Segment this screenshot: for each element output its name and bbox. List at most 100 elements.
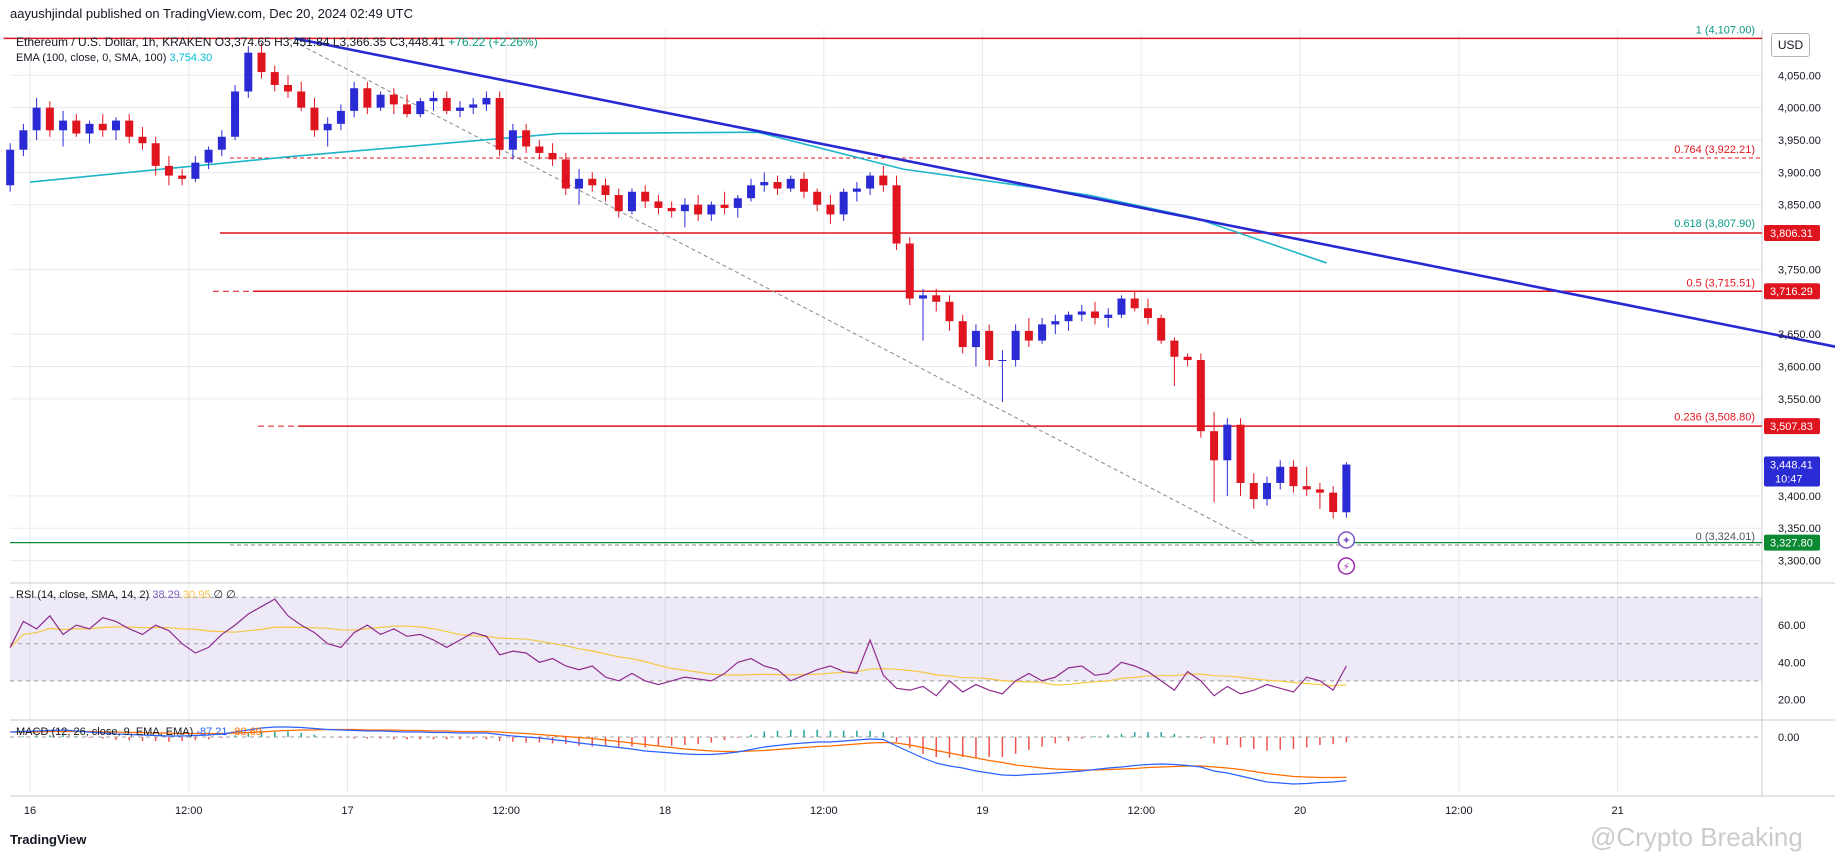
tradingview-logo: TradingView [10,832,86,847]
candle-body [416,101,425,115]
time-tick-label: 17 [341,805,353,817]
time-tick-label: 21 [1611,805,1623,817]
candle-body [1342,464,1351,513]
price-tick-label: 3,600.00 [1778,361,1821,373]
price-change: +76.22 (+2.26%) [448,35,538,49]
candle-body [826,204,835,215]
macd-legend: MACD (12, 26, close, 9, EMA, EMA) -87.21… [16,726,262,738]
candle-body [561,159,570,189]
fib-label: 0.618 (3,807.90) [1674,218,1755,230]
candle-body [799,178,808,192]
price-badge-label: 3,716.29 [1770,286,1813,298]
candle-body [482,97,491,105]
candle-body [244,52,253,92]
rsi-band [10,597,1762,681]
fib-label: 1 (4,107.00) [1696,24,1755,36]
symbol-legend: Ethereum / U.S. Dollar, 1h, KRAKEN O3,37… [16,35,538,49]
lightning-icon [1337,557,1356,575]
macd-line [10,726,1347,785]
candle-body [627,191,636,212]
candle-body [879,175,888,186]
candle-body [614,195,623,212]
candle-body [350,88,359,111]
price-badge [1764,456,1820,487]
candle-body [231,91,240,137]
candle-body [1011,330,1020,360]
candle-body [892,185,901,244]
ema-label: EMA (100, close, 0, SMA, 100) [16,52,167,64]
plus-circle-icon [1337,531,1356,549]
candle-body [98,123,107,131]
candle-body [1143,308,1152,318]
macd-signal-value: -80.69 [230,726,262,738]
brand-text: TradingView [10,832,87,847]
candle-body [1091,311,1100,318]
fib-label: 0.764 (3,922.21) [1674,144,1755,156]
candle-body [323,123,332,131]
candle-body [707,204,716,215]
ema-legend: EMA (100, close, 0, SMA, 100) 3,754.30 [16,52,212,64]
candle-body [1329,492,1338,513]
candle-body [1249,482,1258,500]
candle-body [866,175,875,189]
rsi-legend: RSI (14, close, SMA, 14, 2) 38.29 30.95 … [16,588,236,601]
candle-body [1196,360,1205,432]
price-tick-label: 4,050.00 [1778,70,1821,82]
price-badge-label: 3,448.41 [1770,460,1813,472]
candle-body [575,178,584,189]
price-tick-label: 3,850.00 [1778,200,1821,212]
candle-body [45,107,54,131]
candle-body [1210,431,1219,461]
candle-body [852,188,861,192]
macd-tick-label: 0.00 [1778,732,1799,744]
macd-label: MACD (12, 26, close, 9, EMA, EMA) [16,726,194,738]
ema-line [29,131,1327,264]
candle-body [1289,466,1298,487]
rsi-tick-label: 40.00 [1778,657,1806,669]
candle-body [588,178,597,186]
price-tick-label: 3,750.00 [1778,264,1821,276]
candle-body [667,207,676,212]
candle-body [1223,424,1232,461]
price-tick-label: 3,300.00 [1778,556,1821,568]
rsi-tick-label: 20.00 [1778,694,1806,706]
candle-body [138,136,147,144]
candle-body [469,104,478,108]
rsi-tick-label: 60.00 [1778,620,1806,632]
candle-body [310,107,319,131]
candle-body [257,52,266,73]
candle-body [945,301,954,322]
candle-body [151,143,160,166]
price-tick-label: 3,350.00 [1778,523,1821,535]
candle-body [694,204,703,215]
candle-body [786,178,795,189]
time-tick-label: 12:00 [810,805,838,817]
candle-body [535,146,544,153]
price-tick-label: 3,400.00 [1778,491,1821,503]
time-tick-label: 12:00 [1128,805,1156,817]
rsi-line [9,598,1347,697]
price-tick-label: 3,950.00 [1778,135,1821,147]
time-tick-label: 18 [659,805,671,817]
candle-body [191,162,200,179]
candle-body [932,295,941,302]
fib-label: 0.5 (3,715.51) [1687,278,1756,290]
candle-body [85,123,94,134]
candle-body [760,182,769,186]
candle-body [601,185,610,195]
candle-body [773,182,782,189]
candle-body [680,204,689,212]
ohlc-values: O3,374.65 H3,451.84 L3,366.35 C3,448.41 [214,35,445,49]
candle-body [217,136,226,150]
candle-body [389,94,398,105]
fib-label: 0.236 (3,508.80) [1674,411,1755,423]
rsi-label: RSI (14, close, SMA, 14, 2) [16,589,150,601]
currency-button[interactable]: USD [1771,33,1810,57]
candle-body [998,360,1007,361]
fib-label: 0 (3,324.01) [1696,531,1755,543]
candle-body [495,97,504,150]
watermark: @Crypto Breaking [1590,822,1803,852]
candle-body [442,97,451,111]
rsi-value: 38.29 [152,589,180,601]
